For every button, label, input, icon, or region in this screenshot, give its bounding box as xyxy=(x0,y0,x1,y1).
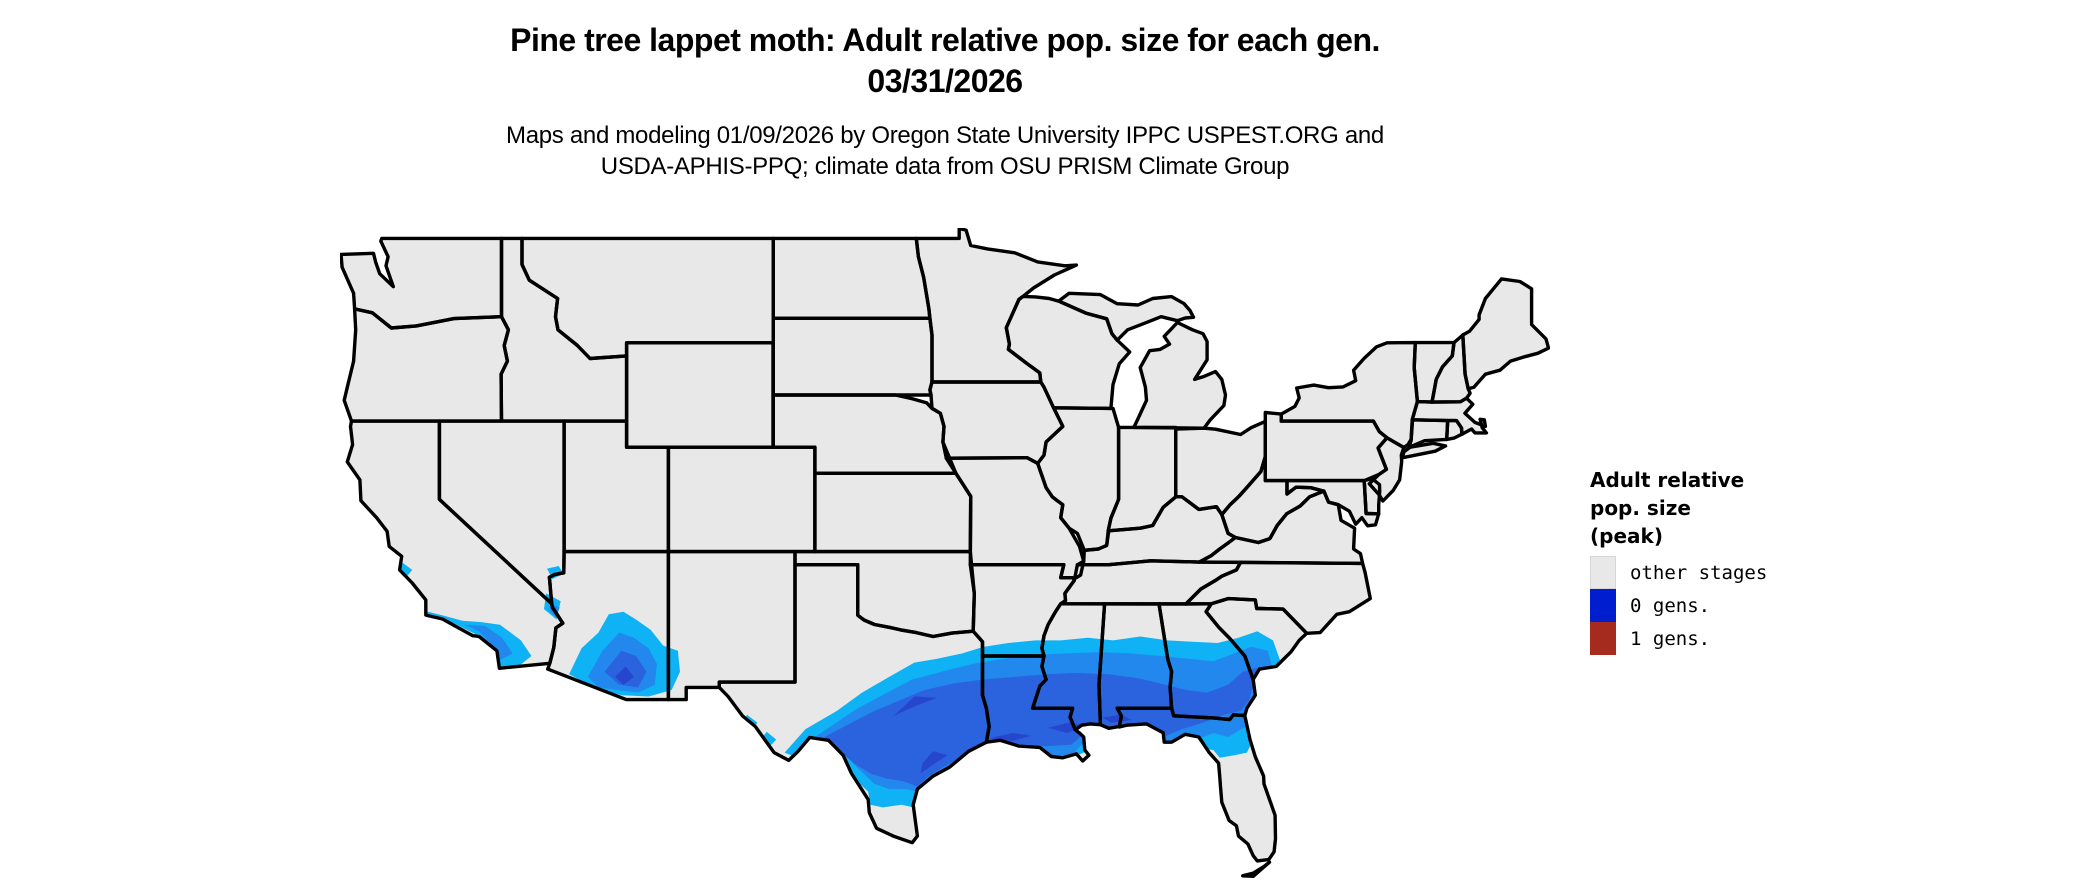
legend-title-line: pop. size xyxy=(1590,496,1691,520)
legend-item: 0 gens. xyxy=(1590,589,1850,622)
legend-item: other stages xyxy=(1590,556,1850,589)
legend-title-line: (peak) xyxy=(1590,524,1663,548)
state-borders xyxy=(340,228,1550,878)
legend-swatch-1-gens xyxy=(1590,622,1616,655)
legend-swatch-0-gens xyxy=(1590,589,1616,622)
us-map-svg xyxy=(340,228,1550,878)
subtitle-line-2: USDA-APHIS-PPQ; climate data from OSU PR… xyxy=(600,153,1290,180)
legend-title: Adult relative pop. size (peak) xyxy=(1590,466,1850,550)
us-map xyxy=(340,228,1550,883)
title-line-2: 03/31/2026 xyxy=(867,63,1023,99)
subtitle-line-1: Maps and modeling 01/09/2026 by Oregon S… xyxy=(506,122,1384,149)
chart-subtitle: Maps and modeling 01/09/2026 by Oregon S… xyxy=(0,120,1890,182)
population-shading xyxy=(397,562,1281,808)
legend: Adult relative pop. size (peak) other st… xyxy=(1590,466,1850,655)
legend-title-line: Adult relative xyxy=(1590,468,1745,492)
chart-title: Pine tree lappet moth: Adult relative po… xyxy=(0,20,1890,102)
legend-swatch-other-stages xyxy=(1590,556,1616,589)
legend-item: 1 gens. xyxy=(1590,622,1850,655)
title-line-1: Pine tree lappet moth: Adult relative po… xyxy=(510,22,1380,58)
legend-items: other stages 0 gens. 1 gens. xyxy=(1590,556,1850,655)
